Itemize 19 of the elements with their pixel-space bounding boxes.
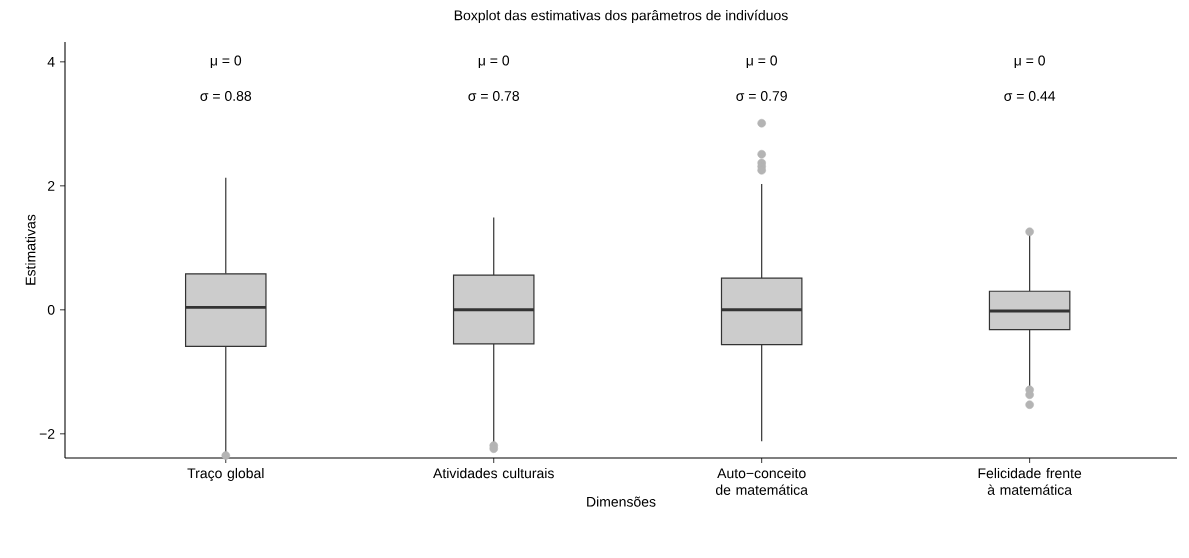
annotation: σ = 0.88 (200, 90, 252, 101)
x-tick-label: Atividades culturais (433, 467, 554, 479)
y-tick-label: 0 (47, 304, 55, 315)
annotation: σ = 0.44 (1004, 90, 1056, 101)
x-tick-label: Felicidade frente à matemática (978, 467, 1082, 495)
x-axis-title: Dimensões (587, 496, 656, 507)
y-tick-label: 4 (47, 57, 55, 67)
y-tick-label: −2 (39, 428, 55, 439)
y-tick-label: 2 (47, 180, 55, 191)
annotation: μ = 0 (746, 55, 778, 69)
annotation: μ = 0 (210, 55, 242, 69)
x-tick-label: Auto−conceito de matemática (715, 467, 808, 495)
chart-title: Boxplot das estimativas dos parâmetros de indivíduos (454, 9, 788, 24)
y-axis-title: Estimativas (25, 214, 36, 285)
annotation: μ = 0 (478, 55, 510, 69)
annotation: μ = 0 (1014, 55, 1045, 69)
annotation: σ = 0.78 (468, 90, 520, 101)
annotation: σ = 0.79 (736, 90, 787, 101)
x-tick-label: Traço global (187, 467, 264, 482)
